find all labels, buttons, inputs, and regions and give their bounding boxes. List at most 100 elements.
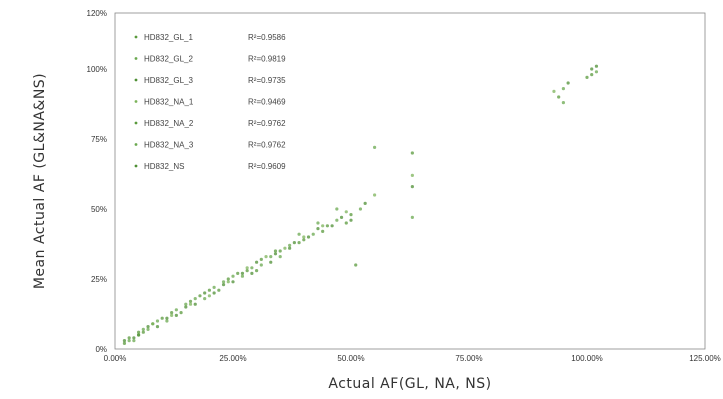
x-tick-label: 100.00% — [571, 354, 603, 363]
data-point — [137, 330, 141, 334]
x-tick-label: 25.00% — [219, 354, 246, 363]
legend-series-name: HD832_NA_1 — [144, 98, 194, 107]
data-point — [566, 81, 570, 85]
data-point — [226, 277, 230, 281]
data-point — [288, 243, 292, 247]
data-point — [302, 238, 306, 242]
data-point — [255, 269, 259, 273]
data-point — [561, 101, 566, 105]
x-axis-title: Actual AF(GL, NA, NS) — [328, 376, 491, 392]
data-point — [316, 221, 320, 225]
data-point — [344, 221, 348, 225]
data-point — [231, 274, 235, 278]
data-point — [212, 285, 216, 289]
data-point — [240, 274, 245, 278]
data-point — [231, 280, 235, 284]
data-point — [273, 252, 278, 256]
data-point — [184, 305, 188, 309]
y-axis-title: Mean Actual AF (GL&NA&NS) — [32, 73, 48, 289]
data-point — [590, 73, 594, 77]
data-point — [155, 325, 160, 329]
legend-series-name: HD832_GL_2 — [144, 55, 193, 64]
data-point — [344, 210, 348, 214]
data-point — [297, 232, 301, 236]
data-point — [203, 297, 207, 301]
data-point — [174, 308, 178, 312]
data-point — [410, 215, 414, 219]
data-point — [363, 201, 367, 205]
x-tick-label: 75.00% — [455, 354, 482, 363]
data-point — [557, 95, 561, 99]
y-tick-label: 75% — [91, 135, 107, 144]
data-point — [259, 257, 263, 261]
data-point — [193, 302, 197, 306]
data-point — [283, 246, 287, 250]
legend-r-squared: R²=0.9609 — [248, 162, 286, 171]
data-point — [141, 327, 145, 331]
data-point — [240, 271, 245, 275]
data-point — [358, 207, 363, 211]
data-point — [255, 260, 259, 264]
data-point — [188, 299, 193, 303]
legend-series-name: HD832_NA_3 — [144, 141, 194, 150]
data-point — [269, 255, 273, 259]
legend-r-squared: R²=0.9735 — [248, 76, 286, 85]
data-point — [245, 266, 249, 270]
legend-marker — [134, 78, 138, 82]
data-point — [410, 151, 414, 155]
data-point — [132, 339, 136, 343]
legend-r-squared: R²=0.9762 — [248, 119, 286, 128]
data-point — [561, 87, 566, 91]
data-point — [127, 336, 131, 340]
data-point — [321, 224, 325, 228]
data-point — [193, 297, 197, 301]
data-point — [141, 330, 145, 334]
data-point — [297, 241, 301, 245]
data-point — [170, 311, 174, 315]
data-point — [349, 213, 353, 217]
data-point — [339, 215, 344, 219]
data-point — [306, 235, 311, 239]
data-point — [198, 294, 202, 298]
data-point — [132, 336, 136, 340]
legend-series-name: HD832_GL_1 — [144, 33, 193, 42]
data-point — [160, 316, 164, 320]
data-point — [288, 246, 292, 250]
legend-marker — [134, 164, 138, 168]
data-point — [146, 327, 150, 331]
data-point — [165, 319, 169, 323]
x-tick-labels: 0.00% 25.00% 50.00% 75.00% 100.00% 125.00% — [104, 354, 721, 363]
data-point — [316, 227, 320, 231]
x-tick-label: 125.00% — [689, 354, 721, 363]
y-tick-label: 100% — [87, 65, 107, 74]
data-point — [137, 333, 141, 337]
data-point — [292, 241, 296, 245]
legend-marker — [134, 57, 138, 60]
data-point — [221, 283, 226, 287]
data-point — [146, 325, 150, 329]
legend-series-name: HD832_GL_3 — [144, 76, 193, 85]
legend-marker — [134, 100, 138, 103]
data-point — [373, 193, 377, 197]
legend-series-name: HD832_NA_2 — [144, 119, 194, 128]
data-point — [217, 288, 221, 292]
data-points — [122, 64, 599, 345]
data-point — [321, 229, 325, 233]
data-point — [127, 339, 131, 343]
legend-series-name: HD832_NS — [144, 162, 184, 171]
x-tick-label: 0.00% — [104, 354, 127, 363]
data-point — [594, 70, 599, 74]
y-tick-label: 25% — [91, 275, 107, 284]
data-point — [226, 280, 230, 284]
data-point — [349, 218, 353, 222]
data-point — [184, 302, 188, 306]
data-point — [245, 269, 249, 273]
legend-marker — [134, 35, 138, 39]
x-tick-label: 50.00% — [337, 354, 364, 363]
data-point — [122, 341, 127, 345]
data-point — [170, 313, 174, 317]
data-point — [155, 319, 160, 323]
data-point — [330, 224, 334, 228]
data-point — [122, 339, 127, 343]
